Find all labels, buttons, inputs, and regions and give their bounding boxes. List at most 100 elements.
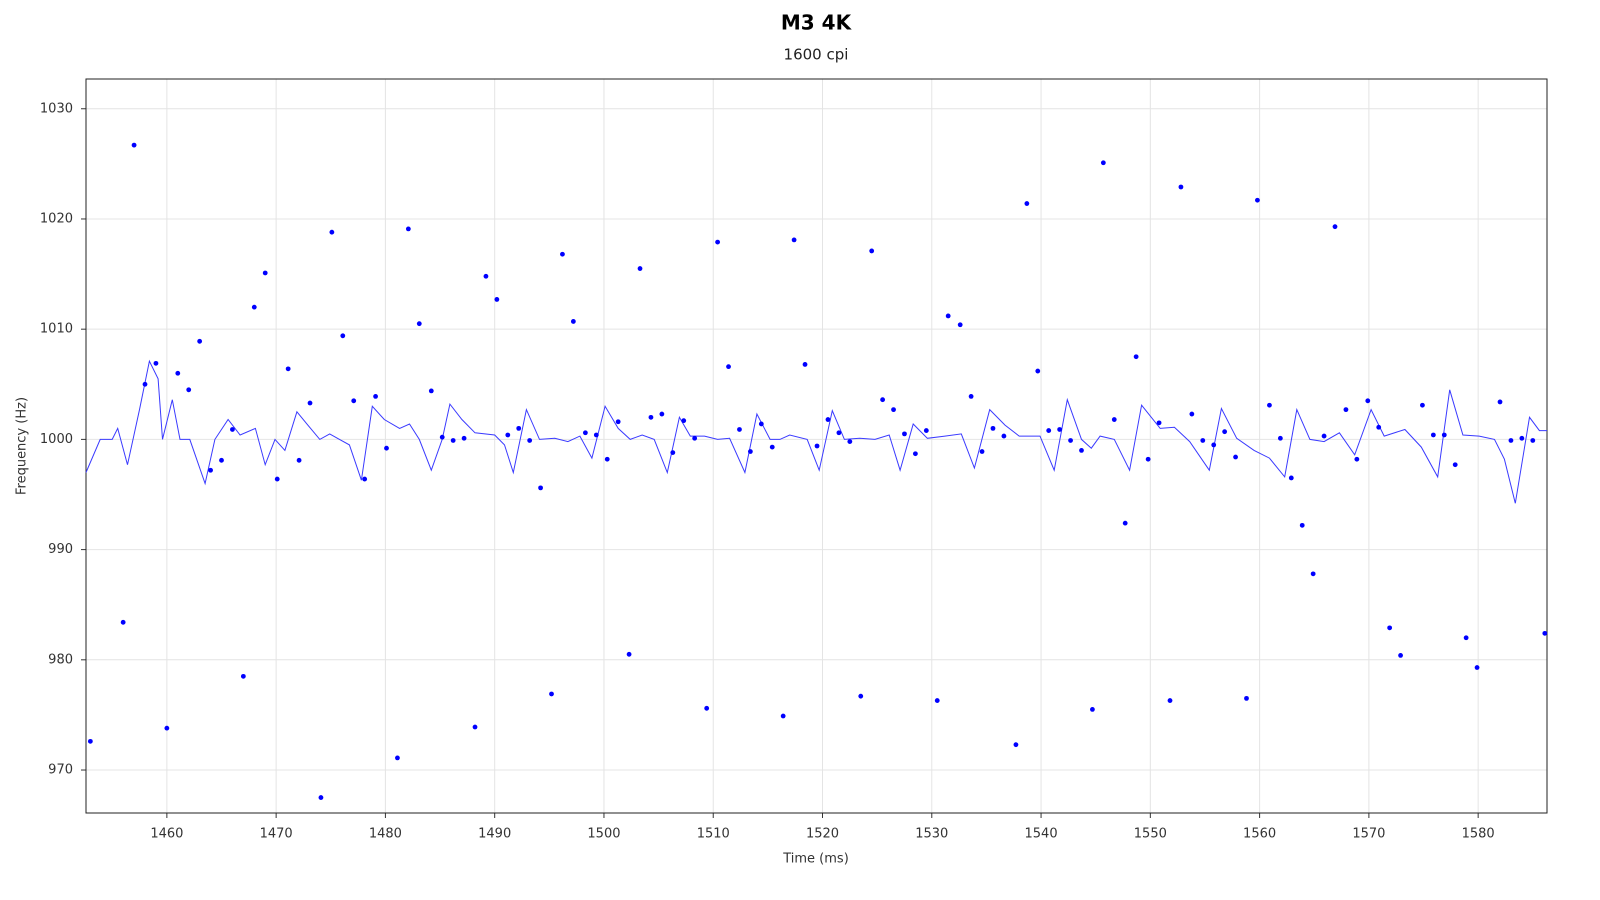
x-tick-label: 1560 xyxy=(1243,827,1276,842)
point xyxy=(747,449,753,454)
point xyxy=(549,691,554,697)
point xyxy=(1079,448,1084,453)
x-tick-label: 1550 xyxy=(1134,827,1167,842)
point xyxy=(1519,435,1525,441)
point xyxy=(373,394,378,399)
point xyxy=(1133,354,1139,360)
point xyxy=(604,456,610,462)
point xyxy=(1376,424,1382,430)
point xyxy=(1013,742,1019,748)
point xyxy=(1244,695,1249,701)
point xyxy=(880,397,886,403)
point xyxy=(472,724,478,730)
point xyxy=(428,388,434,394)
y-tick-label: 1020 xyxy=(40,211,73,226)
point xyxy=(142,381,148,387)
point xyxy=(979,449,985,454)
point xyxy=(1001,433,1007,439)
y-tick-label: 1010 xyxy=(40,322,73,337)
point xyxy=(516,425,522,431)
point xyxy=(483,273,489,279)
x-tick-label: 1540 xyxy=(1025,827,1058,842)
point xyxy=(1463,635,1469,641)
point xyxy=(1310,571,1316,577)
point xyxy=(615,419,621,425)
point xyxy=(726,364,731,370)
point xyxy=(197,338,203,344)
point xyxy=(230,427,235,432)
point xyxy=(329,229,335,235)
point xyxy=(869,248,875,254)
point xyxy=(395,755,400,761)
point xyxy=(1267,402,1272,408)
point xyxy=(175,370,181,376)
x-tick-label: 1470 xyxy=(260,827,293,842)
point xyxy=(704,705,710,711)
y-axis-label: Frequency (Hz) xyxy=(15,397,30,495)
y-tick-label: 980 xyxy=(48,652,73,667)
x-tick-label: 1480 xyxy=(369,827,402,842)
point xyxy=(450,438,456,443)
point xyxy=(1530,438,1536,443)
point xyxy=(637,266,643,271)
point xyxy=(1474,665,1480,670)
point xyxy=(1288,475,1294,481)
point xyxy=(858,693,864,699)
point xyxy=(945,313,951,319)
point xyxy=(1156,420,1162,426)
line xyxy=(85,359,1547,504)
point xyxy=(274,476,280,482)
point xyxy=(208,467,213,473)
point xyxy=(769,444,775,450)
point xyxy=(791,237,797,243)
point xyxy=(891,407,896,413)
point xyxy=(1189,411,1195,417)
point xyxy=(836,430,842,436)
point xyxy=(439,434,445,440)
point xyxy=(570,319,576,324)
point xyxy=(1145,456,1151,462)
point xyxy=(505,432,511,438)
point xyxy=(186,387,192,393)
point xyxy=(912,451,918,457)
x-tick-label: 1520 xyxy=(806,827,839,842)
point xyxy=(1178,184,1184,190)
point xyxy=(582,430,588,436)
point xyxy=(318,795,324,800)
point xyxy=(1398,652,1403,658)
point xyxy=(1035,368,1041,374)
x-tick-label: 1580 xyxy=(1462,827,1495,842)
point xyxy=(802,362,808,367)
point xyxy=(240,673,246,679)
point xyxy=(494,297,500,302)
point xyxy=(1354,456,1360,462)
point xyxy=(120,619,126,625)
point xyxy=(307,400,313,406)
chart-title: M3 4K xyxy=(781,11,853,35)
point xyxy=(153,360,159,366)
y-tick-label: 1000 xyxy=(40,432,73,447)
point xyxy=(593,432,599,438)
point xyxy=(362,476,368,482)
x-tick-label: 1460 xyxy=(150,827,183,842)
point xyxy=(527,438,533,443)
point xyxy=(351,398,357,404)
point xyxy=(692,435,698,441)
point xyxy=(990,425,996,431)
point xyxy=(1111,417,1117,422)
point xyxy=(1222,429,1228,435)
point xyxy=(1387,625,1393,631)
point xyxy=(1277,435,1283,441)
point xyxy=(340,333,346,339)
point xyxy=(1122,520,1128,526)
point xyxy=(461,435,467,441)
point xyxy=(1497,399,1503,405)
x-tick-label: 1570 xyxy=(1352,827,1385,842)
point xyxy=(968,394,974,399)
point xyxy=(681,418,687,424)
point xyxy=(1343,407,1349,413)
point xyxy=(1090,707,1095,712)
point xyxy=(814,443,820,449)
point xyxy=(847,439,853,444)
